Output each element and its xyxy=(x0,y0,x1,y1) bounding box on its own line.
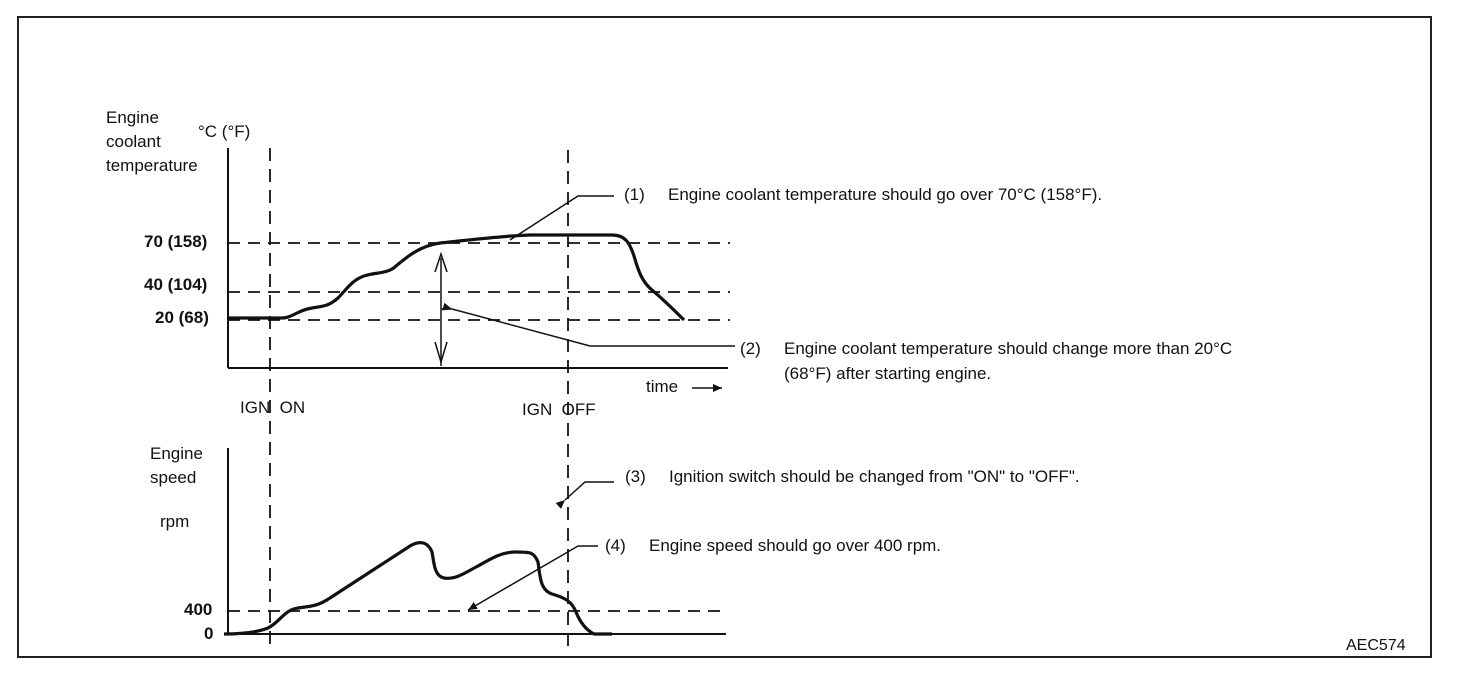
figure-frame xyxy=(17,16,1432,658)
figure-code: AEC574 xyxy=(1346,637,1406,654)
leader-note-1 xyxy=(509,195,614,241)
tick-70: 70 (158) xyxy=(144,232,208,251)
coolant-temperature-curve xyxy=(228,233,686,322)
note-4-number: (4) xyxy=(605,536,626,555)
note-1-number: (1) xyxy=(624,185,645,204)
note-2-text: Engine coolant temperature should change… xyxy=(784,339,1233,383)
engine-speed-curve xyxy=(223,541,612,636)
tick-0: 0 xyxy=(204,624,214,643)
note-1-text: Engine coolant temperature should go ove… xyxy=(668,185,1103,204)
note-4-text: Engine speed should go over 400 rpm. xyxy=(649,536,942,555)
speed-axis-unit: rpm xyxy=(160,512,190,531)
leader-note-3 xyxy=(555,481,614,509)
tick-400: 400 xyxy=(184,600,213,619)
note-4: (4) Engine speed should go over 400 rpm. xyxy=(605,533,941,558)
note-1: (1) Engine coolant temperature should go … xyxy=(624,182,1102,207)
temp-axis-unit: °C (°F) xyxy=(198,122,251,141)
ign-off-label: IGN OFF xyxy=(522,400,596,419)
leader-note-4 xyxy=(467,545,579,611)
note-2: (2) Engine coolant temperature should cha… xyxy=(740,336,1232,386)
note-2-number: (2) xyxy=(740,339,761,358)
tick-40: 40 (104) xyxy=(144,275,208,294)
note-3-text: Ignition switch should be changed from "… xyxy=(669,467,1080,486)
note-3-number: (3) xyxy=(625,467,646,486)
tick-20: 20 (68) xyxy=(155,308,209,327)
leader-note-2 xyxy=(442,302,735,347)
note-3: (3) Ignition switch should be changed fro… xyxy=(625,464,1080,489)
temp-axis-title: Engine coolant temperature xyxy=(106,108,198,175)
ign-on-label: IGN ON xyxy=(240,398,306,417)
speed-axis-title: Engine speed xyxy=(150,444,203,487)
time-label: time xyxy=(646,377,679,396)
